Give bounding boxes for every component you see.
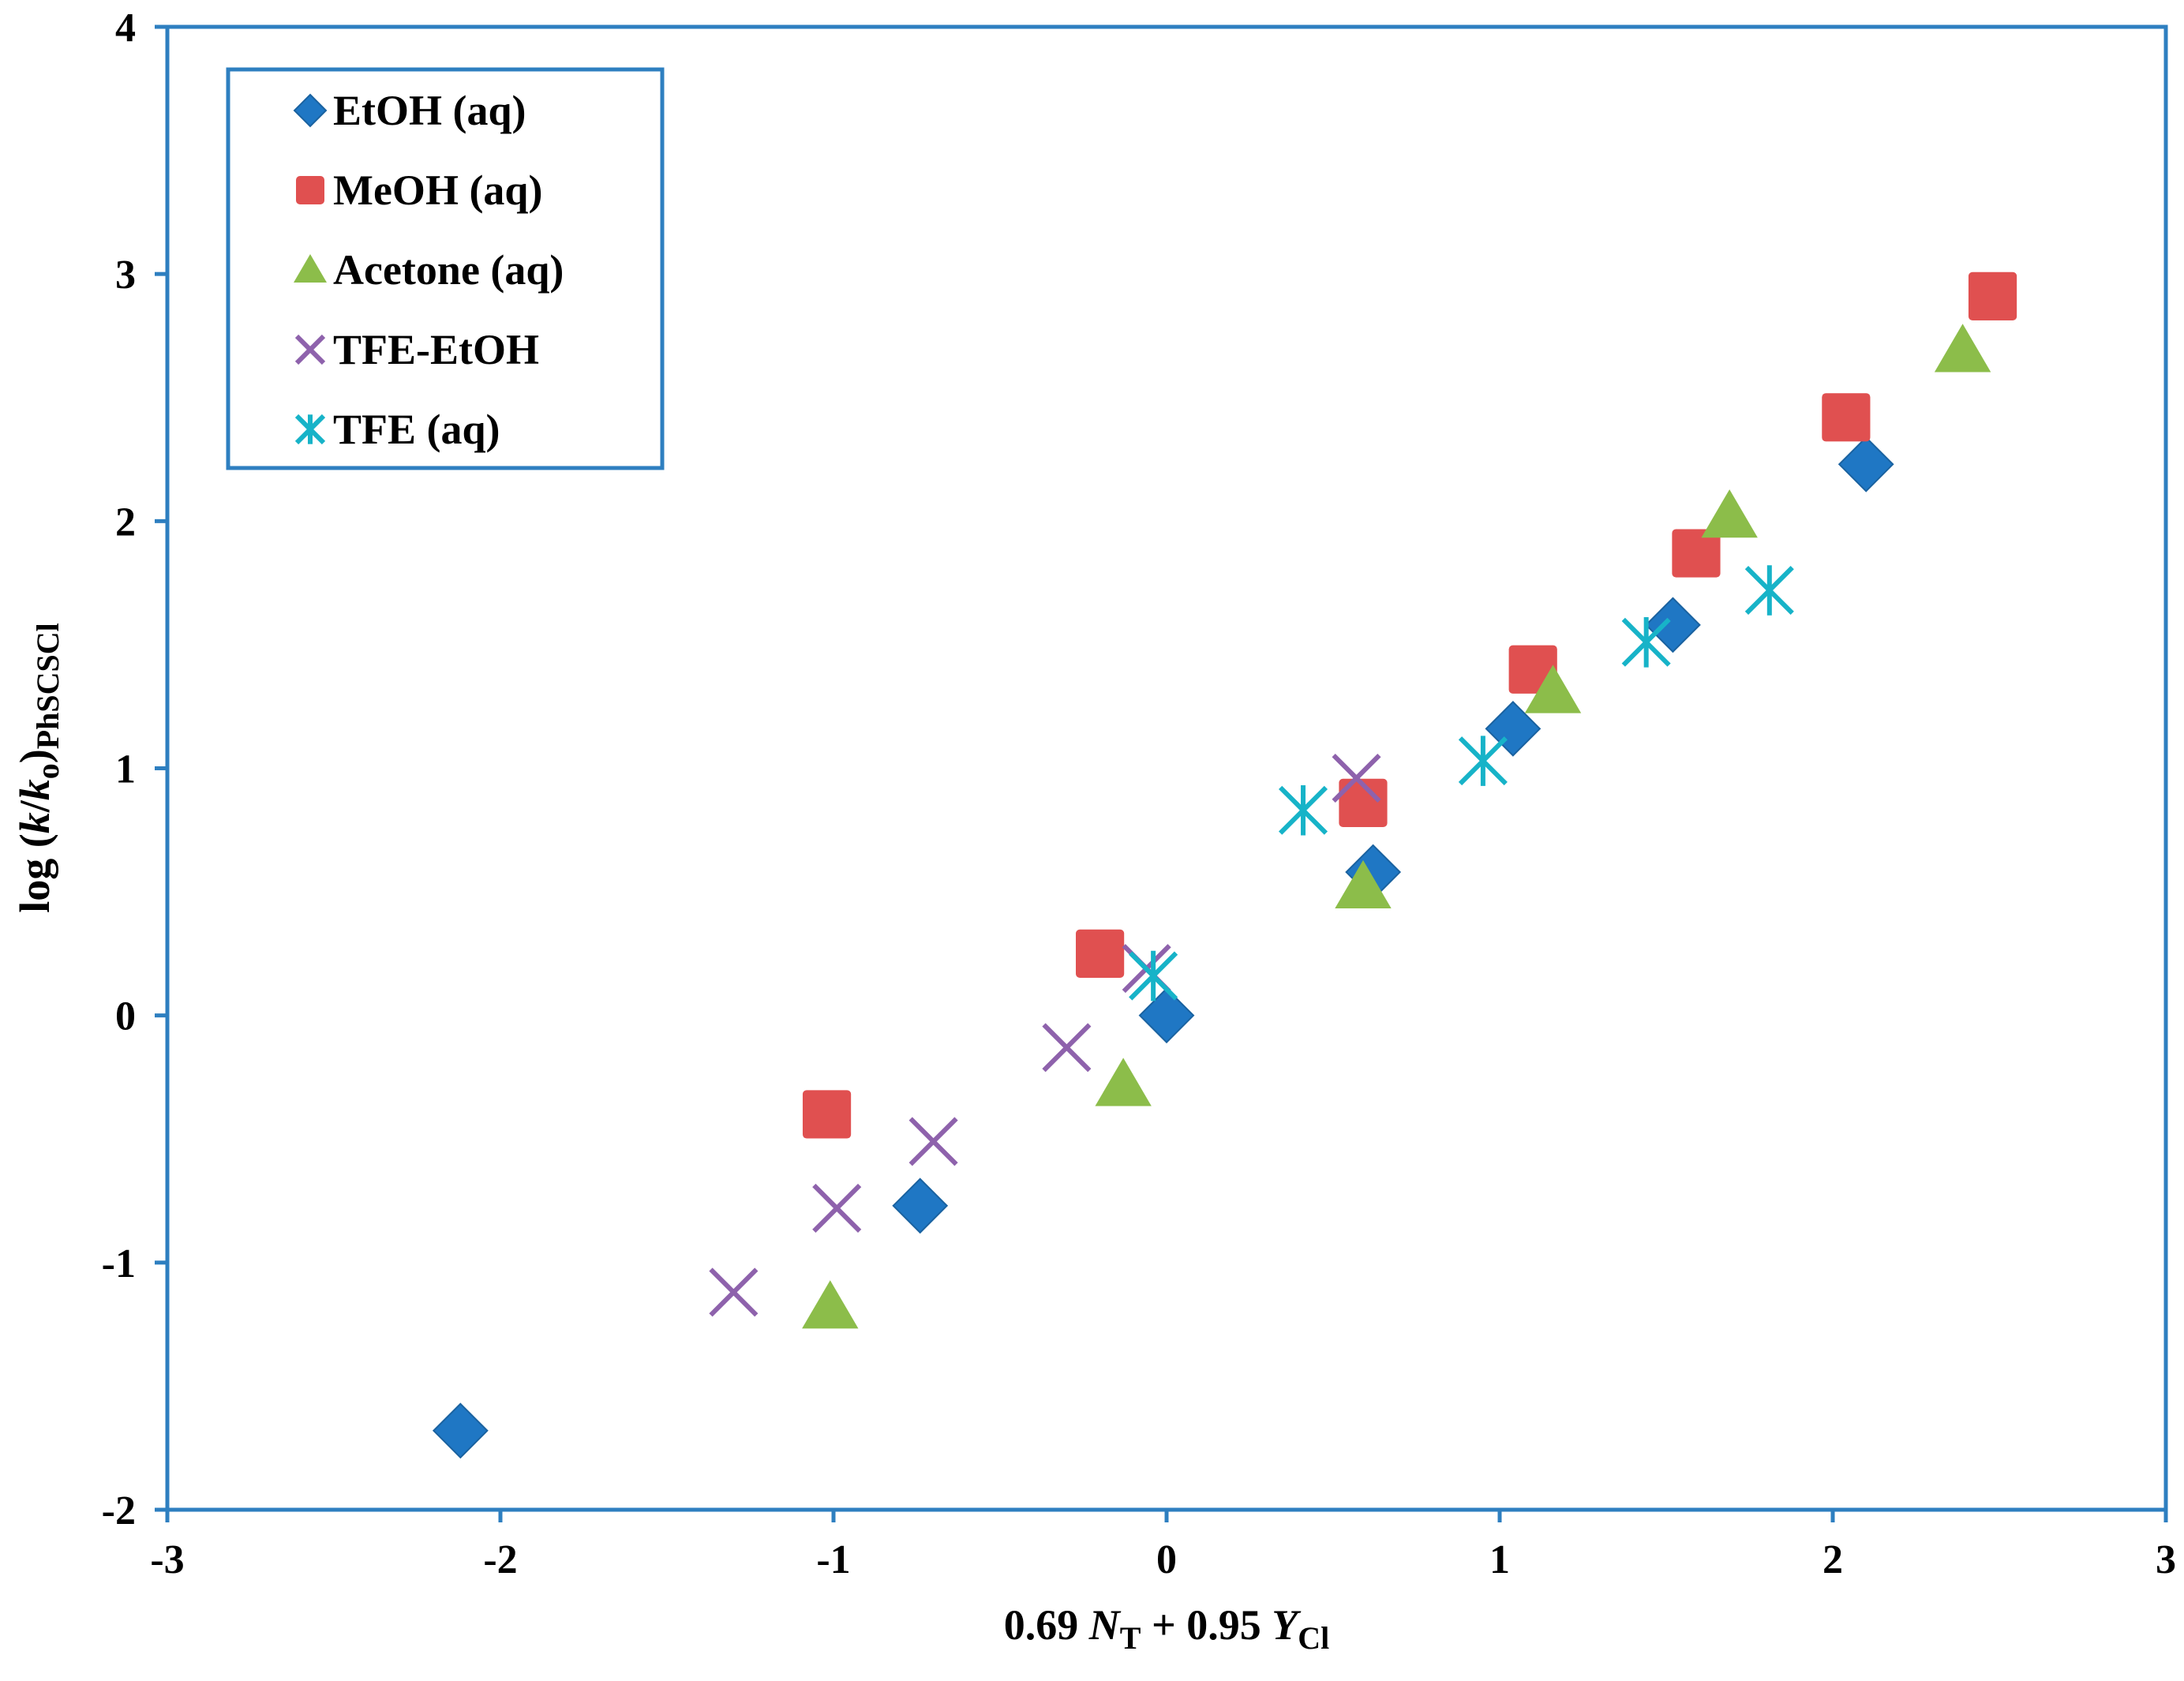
x-tick-label: 0	[1156, 1537, 1177, 1582]
point-tfe-etoh	[1042, 1023, 1092, 1073]
y-tick-label: -1	[102, 1241, 136, 1286]
point-meoh-aq	[1076, 929, 1125, 978]
y-tick-label: 1	[115, 747, 136, 792]
y-axis-label: log (k/ko)PhSCSCl	[11, 623, 66, 913]
legend-marker-tfe-aq	[294, 414, 326, 445]
y-tick-label: 4	[115, 6, 136, 51]
x-tick-label: 3	[2156, 1537, 2176, 1582]
legend-label-tfe-aq: TFE (aq)	[333, 406, 500, 453]
point-acetone-aq	[1701, 489, 1758, 538]
legend-marker-acetone-aq	[294, 254, 327, 283]
legend-label-meoh-aq: MeOH (aq)	[333, 167, 542, 214]
x-tick-label: -1	[816, 1537, 850, 1582]
y-tick-label: 2	[115, 500, 136, 545]
point-acetone-aq	[1335, 859, 1392, 909]
y-tick-label: -2	[102, 1488, 136, 1533]
point-meoh-aq	[1672, 529, 1721, 578]
point-meoh-aq	[1968, 271, 2017, 320]
point-etoh-aq	[1645, 597, 1701, 653]
point-meoh-aq	[802, 1090, 852, 1139]
point-tfe-etoh	[908, 1117, 958, 1166]
point-meoh-aq	[1339, 778, 1388, 827]
x-tick-label: 2	[1822, 1537, 1843, 1582]
legend-box	[226, 67, 665, 470]
point-acetone-aq	[802, 1280, 859, 1329]
x-tick-label: 1	[1489, 1537, 1510, 1582]
legend-marker-etoh-aq	[293, 93, 328, 128]
point-etoh-aq	[1837, 436, 1894, 492]
y-tick-label: 0	[115, 994, 136, 1039]
point-acetone-aq	[1524, 665, 1582, 713]
legend-marker-meoh-aq	[296, 176, 324, 204]
x-axis-label: 0.69 NT + 0.95 YCl	[1004, 1601, 1329, 1656]
point-etoh-aq	[1138, 987, 1195, 1044]
point-tfe-aq	[1458, 736, 1508, 786]
point-tfe-aq	[1621, 616, 1671, 668]
point-tfe-aq	[1744, 565, 1794, 616]
point-etoh-aq	[432, 1402, 489, 1459]
legend-label-acetone-aq: Acetone (aq)	[333, 246, 564, 294]
point-etoh-aq	[892, 1177, 949, 1234]
point-acetone-aq	[1095, 1058, 1152, 1106]
point-tfe-etoh	[709, 1267, 759, 1317]
x-tick-label: -2	[483, 1537, 517, 1582]
point-tfe-aq	[1278, 784, 1328, 836]
legend-label-tfe-etoh: TFE-EtOH	[333, 326, 539, 373]
x-tick-label: -3	[150, 1537, 184, 1582]
point-tfe-etoh	[812, 1183, 862, 1233]
legend-marker-tfe-etoh	[294, 334, 326, 365]
point-meoh-aq	[1822, 393, 1871, 442]
y-tick-label: 3	[115, 253, 136, 298]
point-tfe-aq	[1129, 950, 1178, 1001]
point-acetone-aq	[1934, 324, 1991, 373]
legend-label-etoh-aq: EtOH (aq)	[333, 87, 526, 134]
point-tfe-etoh	[1332, 754, 1381, 803]
